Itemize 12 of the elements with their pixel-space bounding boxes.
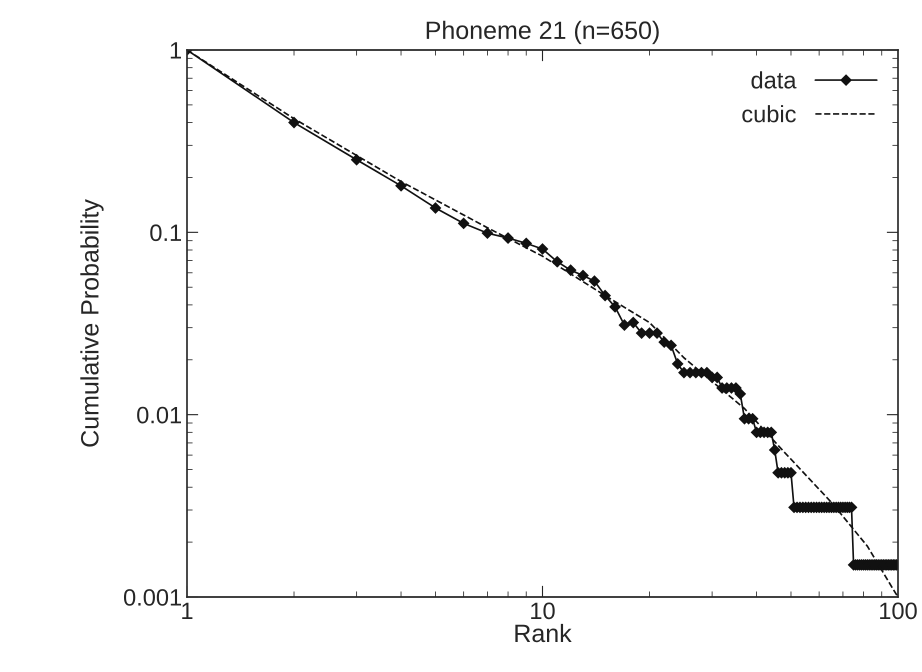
y-tick-label: 0.01 [137, 406, 181, 424]
x-tick-label: 100 [880, 602, 917, 620]
y-tick-label: 1 [170, 42, 181, 59]
y-tick-label: 0.1 [150, 224, 181, 242]
x-tick-label: 10 [531, 602, 555, 620]
y-tick-label: 0.001 [124, 589, 181, 606]
x-axis-title: Rank [515, 624, 572, 642]
legend-label: data [752, 71, 796, 89]
x-tick-label: 1 [182, 602, 192, 619]
y-axis-title: Cumulative Probability [80, 199, 104, 447]
chart-title: Phoneme 21 (n=650) [426, 20, 659, 44]
legend-label: cubic [742, 105, 796, 122]
